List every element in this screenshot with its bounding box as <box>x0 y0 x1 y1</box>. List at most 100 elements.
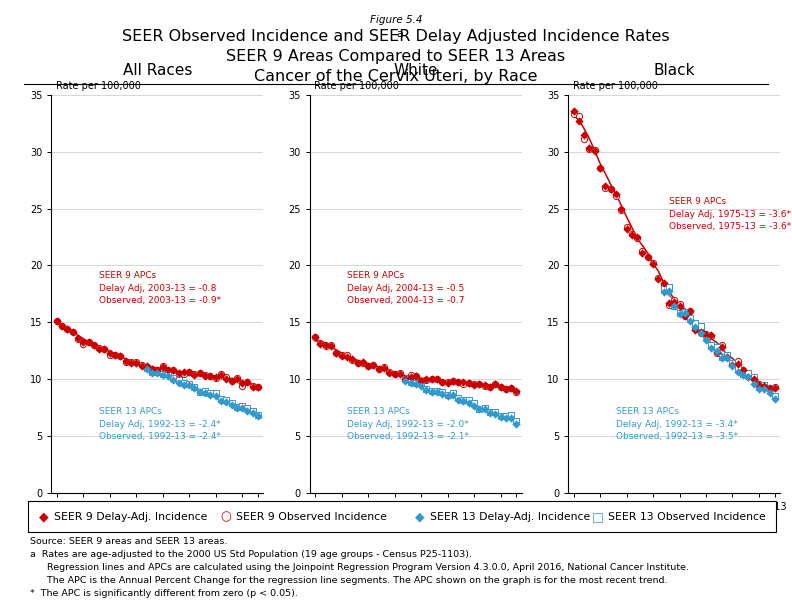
Point <box>220 398 233 408</box>
Point <box>252 382 265 392</box>
Point <box>220 372 233 382</box>
Point <box>209 373 222 383</box>
Point <box>246 382 259 392</box>
Point <box>768 394 781 403</box>
Point <box>620 224 633 234</box>
Point <box>758 381 771 391</box>
Point <box>252 410 265 420</box>
Point <box>599 181 611 191</box>
Point <box>151 368 164 378</box>
Point <box>500 413 512 423</box>
Point <box>425 375 438 384</box>
Title: All Races: All Races <box>123 64 192 78</box>
Point <box>489 407 501 417</box>
Point <box>61 324 74 334</box>
Point <box>146 368 158 378</box>
Point <box>140 364 153 373</box>
Text: a: a <box>397 29 404 39</box>
Point <box>732 367 744 377</box>
Point <box>225 400 238 409</box>
Point <box>420 374 432 384</box>
Text: The APC is the Annual Percent Change for the regression line segments. The APC s: The APC is the Annual Percent Change for… <box>38 576 668 585</box>
Point <box>447 376 459 386</box>
Text: SEER 9 APCs
Delay Adj, 2003-13 = -0.8
Observed, 2003-13 = -0.9*: SEER 9 APCs Delay Adj, 2003-13 = -0.8 Ob… <box>99 271 221 305</box>
Point <box>726 358 739 368</box>
Point <box>473 379 485 389</box>
Point <box>151 365 164 375</box>
Text: SEER 13 APCs
Delay Adj, 1992-13 = -3.4*
Observed, 1992-13 = -3.5*: SEER 13 APCs Delay Adj, 1992-13 = -3.4* … <box>616 408 738 441</box>
Point <box>204 390 217 400</box>
Point <box>246 382 259 392</box>
Point <box>668 295 680 305</box>
Point <box>172 369 185 379</box>
Point <box>699 330 712 340</box>
Point <box>468 380 481 390</box>
Point <box>409 379 422 389</box>
Point <box>573 116 585 126</box>
Text: SEER 13 Observed Incidence: SEER 13 Observed Incidence <box>608 512 766 521</box>
Point <box>183 367 196 377</box>
Point <box>162 365 174 375</box>
Point <box>578 130 591 140</box>
Point <box>124 358 137 368</box>
Point <box>61 324 74 334</box>
Point <box>82 338 95 348</box>
Point <box>425 387 438 397</box>
Point <box>124 357 137 367</box>
Point <box>683 313 696 323</box>
Point <box>484 382 497 392</box>
Point <box>246 408 259 418</box>
Point <box>177 380 190 390</box>
Point <box>335 351 348 361</box>
Point <box>431 386 444 396</box>
Point <box>721 353 733 363</box>
Point <box>758 380 771 390</box>
Point <box>510 387 523 397</box>
Point <box>67 327 79 337</box>
Point <box>77 339 89 349</box>
Point <box>252 411 265 420</box>
Point <box>505 382 517 392</box>
Point <box>588 145 601 155</box>
Point <box>451 395 464 405</box>
Point <box>177 368 190 378</box>
Point <box>167 373 180 383</box>
Point <box>309 332 322 341</box>
Point <box>167 365 180 375</box>
Point <box>679 308 691 318</box>
Point <box>484 408 497 418</box>
Point <box>98 345 111 354</box>
Point <box>140 361 153 371</box>
Point <box>230 373 243 383</box>
Point <box>362 362 375 371</box>
Point <box>463 378 475 388</box>
Point <box>220 395 233 405</box>
Point <box>431 375 444 384</box>
Point <box>388 369 401 379</box>
Point <box>726 360 739 370</box>
Point <box>500 384 512 394</box>
Point <box>204 371 217 381</box>
Point <box>183 379 196 389</box>
Point <box>451 377 464 387</box>
Point <box>679 312 691 321</box>
Text: *  The APC is significantly different from zero (p < 0.05).: * The APC is significantly different fro… <box>30 589 298 598</box>
Point <box>763 388 776 398</box>
Point <box>710 348 723 357</box>
Point <box>199 386 211 396</box>
Text: Figure 5.4: Figure 5.4 <box>370 15 422 25</box>
Point <box>742 368 755 378</box>
Text: Rate per 100,000: Rate per 100,000 <box>314 81 399 91</box>
Point <box>51 316 63 326</box>
X-axis label: Year of Diagnosis: Year of Diagnosis <box>109 516 205 526</box>
Point <box>457 397 470 406</box>
Point <box>82 337 95 346</box>
Point <box>415 376 428 386</box>
Point <box>763 383 776 393</box>
Point <box>594 163 607 173</box>
Point <box>673 309 686 319</box>
Point <box>710 346 723 356</box>
Point <box>215 370 227 379</box>
Point <box>441 378 454 388</box>
Point <box>330 348 343 358</box>
